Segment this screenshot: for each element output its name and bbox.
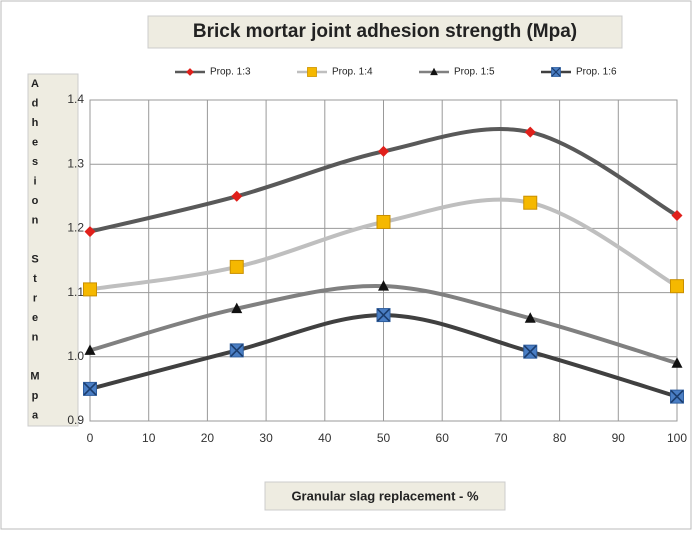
marker — [84, 344, 96, 355]
marker-cross — [230, 343, 244, 357]
marker — [670, 389, 684, 404]
legend-label: Prop. 1:5 — [454, 67, 495, 78]
marker — [231, 302, 243, 314]
x-tick-label: 50 — [377, 431, 391, 445]
y-tick-label: 0.9 — [67, 413, 84, 427]
y-tick-label: 1.2 — [67, 221, 84, 235]
marker — [229, 343, 244, 358]
x-tick-label: 60 — [436, 431, 450, 445]
x-tick-label: 10 — [142, 431, 156, 445]
marker — [670, 279, 684, 294]
x-axis-label: Granular slag replacement - % — [291, 488, 479, 503]
marker-cross — [551, 67, 561, 77]
marker — [523, 195, 538, 210]
marker — [231, 190, 243, 202]
x-tick-label: 30 — [259, 431, 273, 445]
x-tick-label: 40 — [318, 431, 332, 445]
chart-title: Brick mortar joint adhesion strength (Mp… — [193, 21, 577, 42]
marker — [376, 214, 391, 229]
y-tick-label: 1.0 — [67, 349, 84, 363]
marker — [84, 226, 96, 238]
marker — [671, 210, 683, 222]
x-tick-label: 20 — [201, 431, 215, 445]
x-tick-label: 70 — [494, 431, 508, 445]
x-tick-label: 90 — [612, 431, 626, 445]
title-box — [147, 15, 623, 49]
legend-label: Prop. 1:3 — [210, 67, 251, 78]
x-label-box — [264, 481, 506, 511]
marker — [523, 344, 538, 359]
marker-cross — [83, 382, 97, 396]
y-label-box — [27, 73, 79, 427]
y-tick-label: 1.4 — [67, 92, 84, 106]
legend-label: Prop. 1:4 — [332, 67, 373, 78]
marker-cross — [376, 308, 391, 322]
marker-cross — [523, 345, 537, 359]
marker — [83, 381, 97, 396]
marker — [376, 308, 391, 323]
marker — [229, 259, 244, 274]
y-tick-label: 1.3 — [67, 156, 84, 170]
marker — [378, 145, 389, 157]
x-tick-label: 0 — [87, 431, 94, 445]
legend-label: Prop. 1:6 — [576, 67, 617, 78]
marker — [430, 67, 438, 76]
marker — [524, 126, 536, 138]
marker — [671, 357, 683, 368]
x-tick-label: 80 — [553, 431, 567, 445]
y-tick-label: 1.1 — [67, 285, 84, 299]
marker — [551, 67, 561, 77]
x-tick-label: 100 — [667, 431, 687, 445]
marker — [524, 312, 536, 323]
marker — [83, 282, 97, 297]
marker — [378, 280, 389, 291]
marker — [307, 67, 317, 77]
marker-cross — [670, 390, 684, 404]
